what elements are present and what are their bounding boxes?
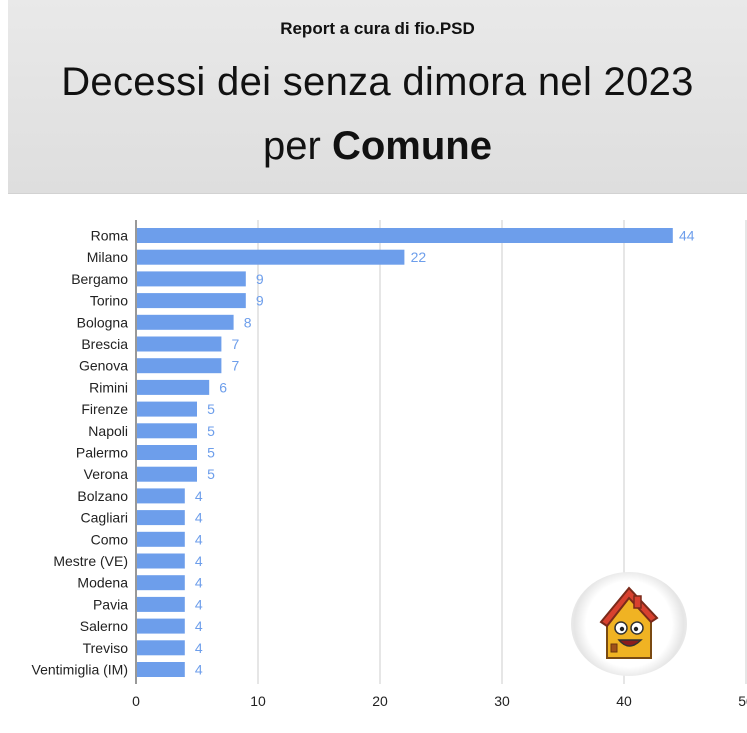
x-tick-label: 0 bbox=[132, 693, 140, 709]
fiopsd-logo bbox=[571, 572, 687, 676]
report-header: Report a cura di fio.PSD Decessi dei sen… bbox=[8, 0, 747, 194]
bar bbox=[137, 293, 246, 309]
chart-title-prefix: per bbox=[263, 124, 332, 168]
data-label: 8 bbox=[244, 314, 252, 330]
bar-chart: 01020304050Roma44Milano22Bergamo9Torino9… bbox=[32, 220, 747, 709]
category-label: Milano bbox=[87, 249, 128, 265]
bar bbox=[137, 531, 185, 547]
x-tick-label: 50 bbox=[738, 693, 747, 709]
category-label: Como bbox=[91, 531, 129, 547]
category-label: Palermo bbox=[76, 445, 128, 461]
data-label: 44 bbox=[679, 228, 695, 244]
category-label: Genova bbox=[79, 358, 128, 374]
x-tick-label: 40 bbox=[616, 693, 632, 709]
data-label: 5 bbox=[207, 401, 215, 417]
category-label: Mestre (VE) bbox=[53, 553, 128, 569]
category-label: Rimini bbox=[89, 379, 128, 395]
bar bbox=[137, 423, 197, 439]
chart-area: 01020304050Roma44Milano22Bergamo9Torino9… bbox=[8, 194, 747, 733]
data-label: 22 bbox=[411, 249, 427, 265]
bar bbox=[137, 379, 210, 395]
bar bbox=[137, 314, 234, 330]
data-label: 4 bbox=[195, 488, 203, 504]
data-label: 4 bbox=[195, 575, 203, 591]
category-label: Cagliari bbox=[81, 510, 128, 526]
category-label: Treviso bbox=[83, 640, 129, 656]
bar bbox=[137, 445, 197, 460]
data-label: 6 bbox=[219, 379, 227, 395]
category-label: Modena bbox=[77, 575, 128, 591]
bar bbox=[137, 618, 185, 634]
data-label: 9 bbox=[256, 271, 264, 287]
bar bbox=[137, 358, 222, 374]
chart-title-emphasis: Comune bbox=[331, 124, 492, 168]
data-label: 4 bbox=[195, 531, 203, 547]
data-label: 4 bbox=[195, 640, 203, 656]
category-label: Bolzano bbox=[77, 488, 128, 504]
bar bbox=[137, 336, 222, 352]
bar bbox=[137, 466, 197, 482]
house-mascot-icon bbox=[599, 586, 659, 659]
bar bbox=[137, 510, 185, 526]
bar bbox=[137, 640, 185, 656]
data-label: 4 bbox=[195, 596, 203, 612]
bar bbox=[137, 401, 197, 417]
category-label: Torino bbox=[90, 293, 128, 309]
category-label: Firenze bbox=[81, 401, 128, 417]
category-label: Bergamo bbox=[71, 271, 128, 287]
data-label: 5 bbox=[207, 445, 215, 461]
x-tick-label: 30 bbox=[494, 693, 510, 709]
data-label: 4 bbox=[195, 510, 203, 526]
bar bbox=[137, 249, 405, 265]
x-tick-label: 10 bbox=[250, 693, 266, 709]
data-label: 4 bbox=[195, 553, 203, 569]
category-label: Pavia bbox=[93, 596, 128, 612]
bar bbox=[137, 662, 185, 677]
data-label: 9 bbox=[256, 293, 264, 309]
bar bbox=[137, 596, 185, 612]
category-label: Verona bbox=[84, 466, 129, 482]
data-label: 7 bbox=[232, 358, 240, 374]
data-label: 5 bbox=[207, 466, 215, 482]
category-label: Roma bbox=[91, 228, 129, 244]
bar bbox=[137, 575, 185, 591]
category-label: Brescia bbox=[81, 336, 128, 352]
bar bbox=[137, 271, 246, 287]
report-credit: Report a cura di fio.PSD bbox=[280, 19, 475, 38]
bar bbox=[137, 488, 185, 504]
data-label: 5 bbox=[207, 423, 215, 439]
category-label: Salerno bbox=[80, 618, 128, 634]
chart-title-line1: Decessi dei senza dimora nel 2023 bbox=[61, 60, 694, 104]
bar bbox=[137, 553, 185, 569]
chart-title-line2: per Comune bbox=[8, 124, 747, 169]
x-tick-label: 20 bbox=[372, 693, 388, 709]
category-label: Ventimiglia (IM) bbox=[32, 662, 128, 678]
category-label: Napoli bbox=[88, 423, 128, 439]
category-label: Bologna bbox=[77, 314, 129, 330]
data-label: 4 bbox=[195, 618, 203, 634]
bar bbox=[137, 228, 673, 243]
data-label: 7 bbox=[232, 336, 240, 352]
data-label: 4 bbox=[195, 662, 203, 678]
